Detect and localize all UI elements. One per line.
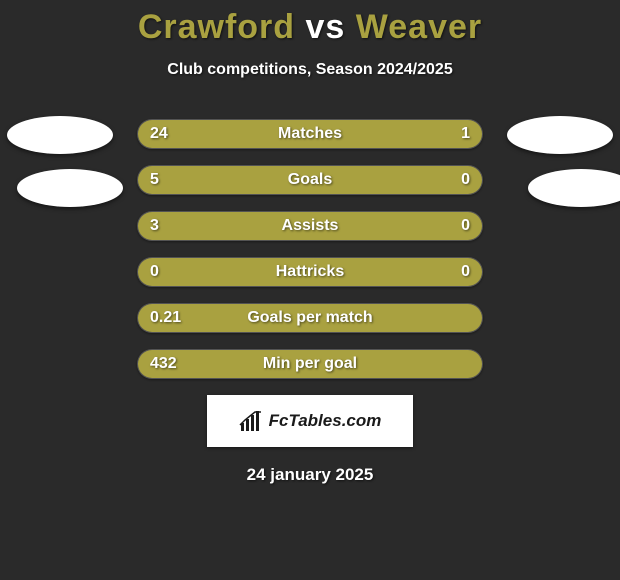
brand-text: FcTables.com xyxy=(269,411,382,431)
stat-value-right: 0 xyxy=(461,166,470,194)
stat-label: Assists xyxy=(138,212,482,240)
stat-label: Matches xyxy=(138,120,482,148)
stat-label: Goals xyxy=(138,166,482,194)
chart-icon xyxy=(239,411,263,431)
player1-name: Crawford xyxy=(138,8,295,46)
footer-date: 24 january 2025 xyxy=(0,465,620,485)
stats-area: 24Matches15Goals03Assists00Hattricks00.2… xyxy=(0,119,620,379)
comparison-title: Crawford vs Weaver xyxy=(0,0,620,47)
stat-value-right: 0 xyxy=(461,258,470,286)
stat-value-right: 1 xyxy=(461,120,470,148)
stat-row: 0Hattricks0 xyxy=(137,257,483,287)
player2-avatar-top xyxy=(507,116,613,154)
subtitle: Club competitions, Season 2024/2025 xyxy=(0,61,620,79)
brand-box[interactable]: FcTables.com xyxy=(207,395,413,447)
brand-inner: FcTables.com xyxy=(239,411,382,431)
player1-avatar-bottom xyxy=(17,169,123,207)
stat-row: 5Goals0 xyxy=(137,165,483,195)
stat-bars-container: 24Matches15Goals03Assists00Hattricks00.2… xyxy=(137,119,483,379)
stat-label: Min per goal xyxy=(138,350,482,378)
vs-text: vs xyxy=(306,8,346,46)
stat-row: 0.21Goals per match xyxy=(137,303,483,333)
stat-value-right: 0 xyxy=(461,212,470,240)
player2-avatar-bottom xyxy=(528,169,620,207)
player2-name: Weaver xyxy=(356,8,482,46)
stat-row: 3Assists0 xyxy=(137,211,483,241)
stat-row: 24Matches1 xyxy=(137,119,483,149)
player1-avatar-top xyxy=(7,116,113,154)
stat-row: 432Min per goal xyxy=(137,349,483,379)
stat-label: Goals per match xyxy=(138,304,482,332)
stat-label: Hattricks xyxy=(138,258,482,286)
